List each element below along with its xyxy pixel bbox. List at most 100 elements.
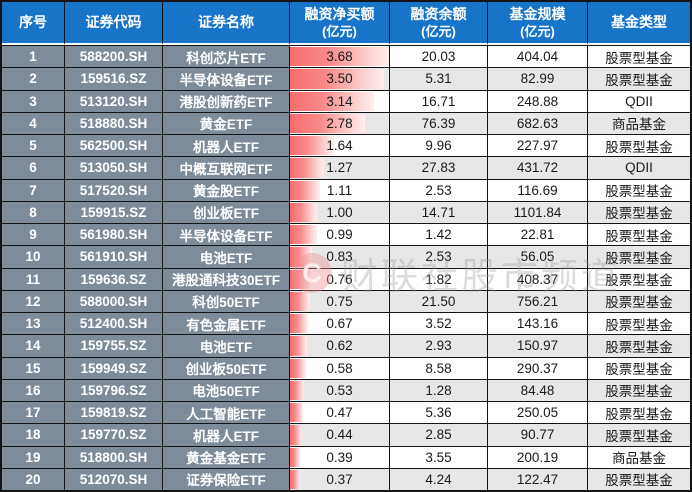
net-buy-data-bar [290,336,307,356]
cell-index: 1 [2,45,65,69]
cell-security-name: 港股通科技30ETF [163,268,290,291]
col-header-label: 融资净买额 [304,5,375,22]
net-buy-data-bar [290,291,311,312]
cell-balance: 76.39 [390,112,488,136]
cell-fund-type: 股票型基金 [588,468,690,490]
table-row: 1 588200.SH 科创芯片ETF 3.68 20.03 404.04 股票… [2,45,690,69]
net-buy-data-bar [290,469,300,489]
cell-net-buy: 3.14 [290,90,390,113]
cell-security-code: 513050.SH [65,157,163,180]
cell-security-code: 588200.SH [65,45,163,69]
cell-index: 20 [2,468,65,490]
cell-fund-scale: 431.72 [488,157,588,180]
col-header-type: 基金类型 [588,2,690,45]
cell-net-buy: 0.99 [290,224,390,247]
cell-net-buy: 0.53 [290,379,390,403]
cell-fund-scale: 150.97 [488,335,588,358]
cell-fund-scale: 290.37 [488,357,588,380]
col-header-label: 融资余额 [410,5,467,22]
table-row: 6 513050.SH 中概互联网ETF 1.27 27.83 431.72 Q… [2,157,690,180]
col-header-label: 序号 [19,14,47,30]
cell-fund-type: 股票型基金 [588,45,690,69]
cell-fund-scale: 408.37 [488,268,588,291]
cell-fund-type: QDII [588,157,690,180]
cell-security-name: 黄金ETF [163,112,290,136]
cell-fund-scale: 404.04 [488,45,588,69]
net-buy-data-bar [290,358,306,378]
cell-security-code: 159819.SZ [65,402,163,425]
cell-fund-type: 股票型基金 [588,135,690,158]
cell-fund-scale: 122.47 [488,468,588,490]
table-row: 7 517520.SH 黄金股ETF 1.11 2.53 116.69 股票型基… [2,179,690,202]
cell-balance: 27.83 [390,157,488,180]
table-row: 18 159770.SZ 机器人ETF 0.44 2.85 90.77 股票型基… [2,424,690,447]
cell-fund-type: 股票型基金 [588,246,690,269]
cell-security-code: 159770.SZ [65,424,163,447]
cell-fund-scale: 143.16 [488,313,588,336]
cell-net-buy: 0.76 [290,268,390,291]
net-buy-data-bar [290,425,302,445]
col-header-label: 证券代码 [85,14,142,30]
net-buy-data-bar [290,47,389,67]
table-row: 19 518800.SH 黄金基金ETF 0.39 3.55 200.19 商品… [2,446,690,469]
cell-index: 3 [2,90,65,113]
cell-security-code: 159516.SZ [65,68,163,91]
cell-security-code: 518800.SH [65,446,163,469]
cell-security-name: 机器人ETF [163,424,290,447]
cell-index: 2 [2,68,65,91]
cell-fund-scale: 82.99 [488,68,588,91]
col-header-label: 基金类型 [611,14,667,30]
cell-net-buy: 1.64 [290,135,390,158]
cell-security-code: 561910.SH [65,246,163,269]
cell-net-buy: 0.83 [290,246,390,269]
col-header-index: 序号 [2,2,65,45]
cell-security-name: 证券保险ETF [163,468,290,490]
cell-balance: 2.85 [390,424,488,447]
cell-security-name: 人工智能ETF [163,402,290,425]
cell-net-buy: 1.11 [290,179,390,202]
net-buy-data-bar [290,314,309,334]
cell-fund-type: 股票型基金 [588,424,690,447]
cell-security-code: 159636.SZ [65,268,163,291]
cell-security-name: 电池ETF [163,335,290,358]
cell-net-buy: 2.78 [290,112,390,136]
cell-security-name: 机器人ETF [163,135,290,158]
cell-fund-type: 股票型基金 [588,379,690,403]
cell-security-name: 港股创新药ETF [163,90,290,113]
cell-index: 12 [2,290,65,314]
net-buy-data-bar [290,269,311,289]
cell-security-name: 有色金属ETF [163,313,290,336]
cell-fund-scale: 200.19 [488,446,588,469]
net-buy-data-bar [290,91,375,111]
cell-security-name: 黄金股ETF [163,179,290,202]
cell-security-name: 半导体设备ETF [163,68,290,91]
cell-balance: 16.71 [390,90,488,113]
cell-balance: 2.53 [390,179,488,202]
cell-fund-scale: 248.88 [488,90,588,113]
cell-net-buy: 1.27 [290,157,390,180]
cell-security-name: 科创50ETF [163,290,290,314]
cell-security-name: 中概互联网ETF [163,157,290,180]
cell-index: 10 [2,246,65,269]
cell-fund-type: 股票型基金 [588,290,690,314]
table-row: 13 512400.SH 有色金属ETF 0.67 3.52 143.16 股票… [2,313,690,336]
cell-security-code: 518880.SH [65,112,163,136]
table-body: 1 588200.SH 科创芯片ETF 3.68 20.03 404.04 股票… [2,45,690,490]
cell-index: 13 [2,313,65,336]
net-buy-data-bar [290,225,317,245]
cell-security-code: 512070.SH [65,468,163,490]
cell-security-code: 159915.SZ [65,201,163,225]
cell-balance: 4.24 [390,468,488,490]
cell-fund-scale: 227.97 [488,135,588,158]
table-row: 20 512070.SH 证券保险ETF 0.37 4.24 122.47 股票… [2,468,690,490]
cell-security-code: 562500.SH [65,135,163,158]
cell-balance: 1.82 [390,268,488,291]
cell-fund-scale: 250.05 [488,402,588,425]
cell-fund-scale: 90.77 [488,424,588,447]
cell-fund-scale: 56.05 [488,246,588,269]
cell-index: 5 [2,135,65,158]
cell-security-code: 159755.SZ [65,335,163,358]
table-row: 8 159915.SZ 创业板ETF 1.00 14.71 1101.84 股票… [2,201,690,225]
